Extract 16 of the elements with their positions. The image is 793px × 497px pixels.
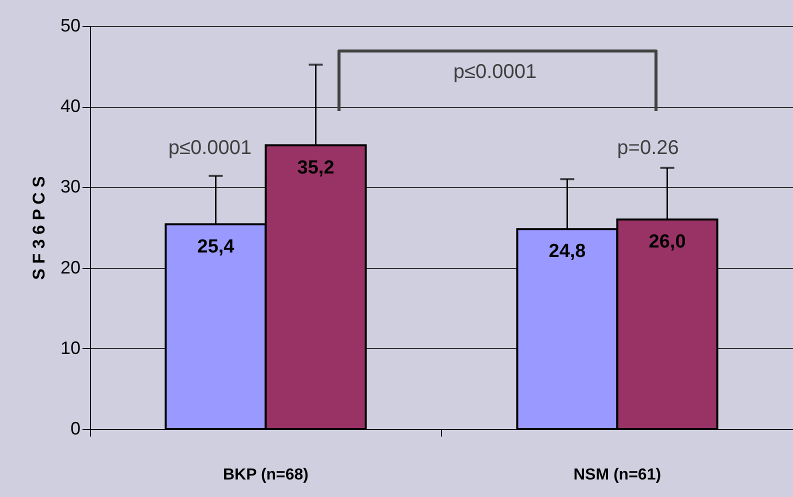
data-label: 24,8 (548, 241, 586, 262)
annotation: p≤0.0001 (453, 61, 537, 83)
annotation: p=0.26 (617, 137, 679, 159)
data-label: 35,2 (297, 157, 334, 178)
y-tick-label: 0 (70, 418, 80, 438)
data-label: 26,0 (648, 231, 686, 252)
data-label: 25,4 (197, 236, 235, 258)
annotation: p≤0.0001 (168, 137, 252, 159)
x-tick-label: NSM (n=61) (573, 466, 662, 484)
y-tick-label: 10 (60, 338, 80, 358)
y-tick-label: 40 (60, 96, 80, 116)
y-axis-title: S F 3 6 P C S (29, 176, 48, 280)
y-tick-label: 20 (60, 257, 80, 278)
x-tick-label: BKP (n=68) (222, 466, 309, 484)
y-tick-label: 30 (60, 176, 80, 197)
y-tick-label: 50 (60, 16, 80, 36)
